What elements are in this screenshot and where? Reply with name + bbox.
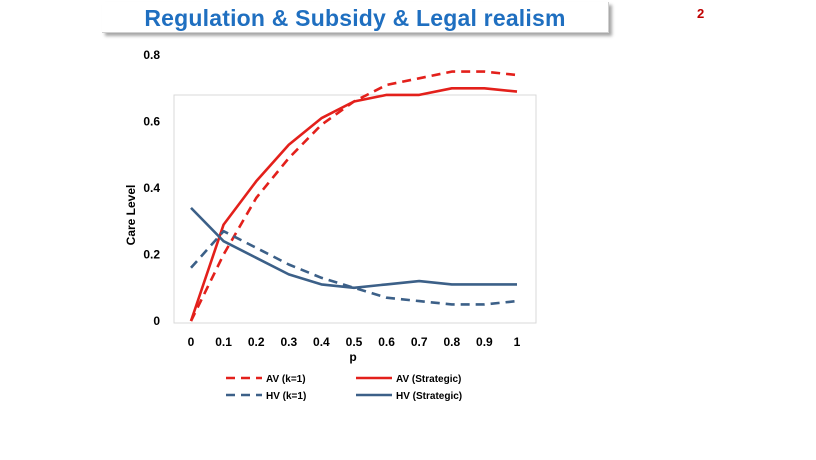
x-tick-label: 0.7 bbox=[411, 335, 428, 349]
x-tick-label: 0.3 bbox=[280, 335, 297, 349]
legend-label: AV (Strategic) bbox=[396, 374, 461, 385]
legend-label: HV (Strategic) bbox=[396, 391, 462, 402]
x-tick-label: 1 bbox=[514, 335, 521, 349]
y-tick-label: 0.6 bbox=[143, 115, 160, 129]
legend-label: HV (k=1) bbox=[266, 391, 306, 402]
y-tick-label: 0.8 bbox=[143, 48, 160, 62]
x-tick-label: 0.1 bbox=[215, 335, 232, 349]
x-tick-label: 0 bbox=[188, 335, 195, 349]
page-number: 2 bbox=[697, 6, 705, 21]
x-axis-title: p bbox=[349, 350, 356, 364]
series-line-hv-k-1 bbox=[190, 229, 518, 306]
y-tick-label: 0.4 bbox=[143, 181, 160, 195]
x-tick-label: 0.9 bbox=[476, 335, 493, 349]
x-tick-label: 0.6 bbox=[378, 335, 395, 349]
x-tick-label: 0.5 bbox=[346, 335, 363, 349]
y-tick-label: 0 bbox=[153, 314, 160, 328]
plot-area-border bbox=[173, 94, 537, 324]
legend-label: AV (k=1) bbox=[266, 374, 306, 385]
x-tick-label: 0.2 bbox=[248, 335, 265, 349]
x-tick-label: 0.8 bbox=[443, 335, 460, 349]
slide-title: Regulation & Subsidy & Legal realism bbox=[102, 2, 609, 33]
y-tick-label: 0.2 bbox=[143, 248, 160, 262]
x-tick-label: 0.4 bbox=[313, 335, 330, 349]
series-line-av-strategic bbox=[189, 87, 518, 322]
y-axis-title: Care Level bbox=[124, 185, 138, 246]
series-line-hv-strategic bbox=[190, 206, 517, 290]
